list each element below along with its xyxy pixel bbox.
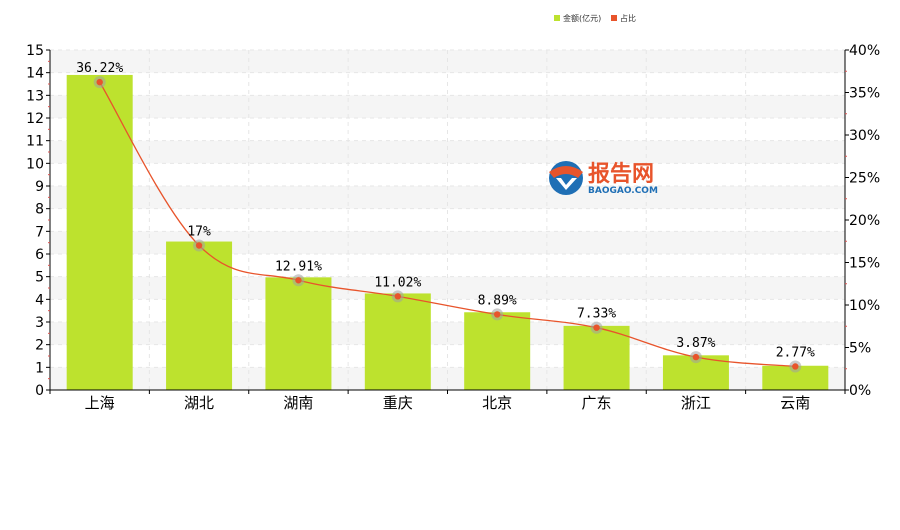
logo-domain: BAOGAO.COM bbox=[588, 186, 658, 196]
data-labels: 36.22% 17% 12.91% 11.02% 8.89% 7.33% 3.87% 2.77… bbox=[76, 61, 815, 360]
y-left-tick-label: 3 bbox=[35, 315, 44, 331]
line-marker-湖南 bbox=[295, 277, 302, 284]
bar-重庆 bbox=[364, 293, 431, 390]
x-tick-label-浙江: 浙江 bbox=[681, 394, 711, 412]
axes: 01234567891011121314150%5%10%15%20%25%30… bbox=[26, 43, 880, 412]
legend-label-bar: 金额(亿元) bbox=[563, 13, 601, 23]
line-marker-浙江 bbox=[692, 353, 700, 361]
line-marker-重庆 bbox=[394, 293, 402, 300]
line-marker-北京 bbox=[493, 311, 501, 318]
y-right-tick-label: 25% bbox=[849, 171, 880, 187]
data-label-浙江: 3.87% bbox=[676, 336, 715, 351]
line-marker-云南 bbox=[792, 363, 799, 370]
logo-emblem-top bbox=[549, 166, 583, 178]
line-marker-广东 bbox=[593, 324, 600, 331]
logo-brand: 报告网 bbox=[588, 162, 654, 187]
bar-北京 bbox=[464, 312, 531, 390]
y-left-tick-label: 5 bbox=[35, 270, 44, 286]
legend-swatch-bar bbox=[554, 15, 560, 21]
line-marker-湖北 bbox=[195, 242, 203, 249]
y-left-tick-label: 2 bbox=[35, 338, 44, 354]
y-left-tick-label: 12 bbox=[26, 111, 44, 127]
y-left-tick-label: 4 bbox=[35, 292, 44, 308]
x-tick-label-云南: 云南 bbox=[780, 394, 810, 412]
y-right-tick-label: 10% bbox=[849, 298, 880, 314]
data-label-广东: 7.33% bbox=[577, 307, 616, 322]
data-label-湖北: 17% bbox=[187, 225, 211, 240]
y-left-tick-label: 14 bbox=[26, 66, 44, 82]
y-left-tick-label: 13 bbox=[26, 88, 44, 104]
x-tick-label-上海: 上海 bbox=[85, 394, 115, 412]
y-right-tick-label: 0% bbox=[849, 383, 871, 399]
x-tick-label-北京: 北京 bbox=[482, 394, 512, 412]
y-left-tick-label: 1 bbox=[35, 360, 44, 376]
bar-上海 bbox=[66, 74, 133, 390]
y-left-tick-label: 15 bbox=[26, 43, 44, 59]
data-label-上海: 36.22% bbox=[76, 61, 123, 76]
y-right-tick-label: 5% bbox=[849, 341, 871, 357]
data-label-重庆: 11.02% bbox=[374, 275, 421, 290]
y-right-tick-label: 35% bbox=[849, 86, 880, 102]
y-left-tick-label: 9 bbox=[35, 179, 44, 195]
x-tick-label-湖南: 湖南 bbox=[283, 394, 313, 412]
data-label-北京: 8.89% bbox=[478, 293, 517, 308]
bar-广东 bbox=[563, 325, 630, 390]
y-right-tick-label: 15% bbox=[849, 256, 880, 272]
y-right-tick-label: 30% bbox=[849, 128, 880, 144]
y-left-tick-label: 11 bbox=[26, 134, 44, 150]
line-series bbox=[93, 76, 802, 373]
y-left-tick-label: 8 bbox=[35, 202, 44, 218]
legend: 金额(亿元) 占比 bbox=[554, 13, 636, 23]
bar-series bbox=[66, 74, 829, 390]
x-tick-label-广东: 广东 bbox=[582, 394, 612, 412]
logo-emblem-check bbox=[556, 178, 577, 190]
y-right-tick-label: 40% bbox=[849, 43, 880, 59]
bar-湖南 bbox=[265, 277, 332, 390]
line-marker-上海 bbox=[96, 78, 103, 86]
bar-湖北 bbox=[166, 241, 233, 390]
y-left-tick-label: 0 bbox=[35, 383, 44, 399]
data-label-云南: 2.77% bbox=[776, 345, 815, 360]
data-label-湖南: 12.91% bbox=[275, 259, 322, 274]
x-tick-label-湖北: 湖北 bbox=[184, 394, 214, 412]
x-tick-label-重庆: 重庆 bbox=[383, 394, 413, 412]
grid-band bbox=[50, 140, 845, 164]
legend-swatch-line bbox=[611, 15, 617, 21]
grid-lines bbox=[50, 49, 845, 390]
y-left-tick-label: 10 bbox=[26, 156, 44, 172]
y-left-tick-label: 6 bbox=[35, 247, 44, 263]
y-right-tick-label: 20% bbox=[849, 213, 880, 229]
legend-label-line: 占比 bbox=[620, 13, 636, 23]
y-left-tick-label: 7 bbox=[35, 224, 44, 240]
watermark-logo: 报告网 BAOGAO.COM bbox=[549, 161, 658, 196]
